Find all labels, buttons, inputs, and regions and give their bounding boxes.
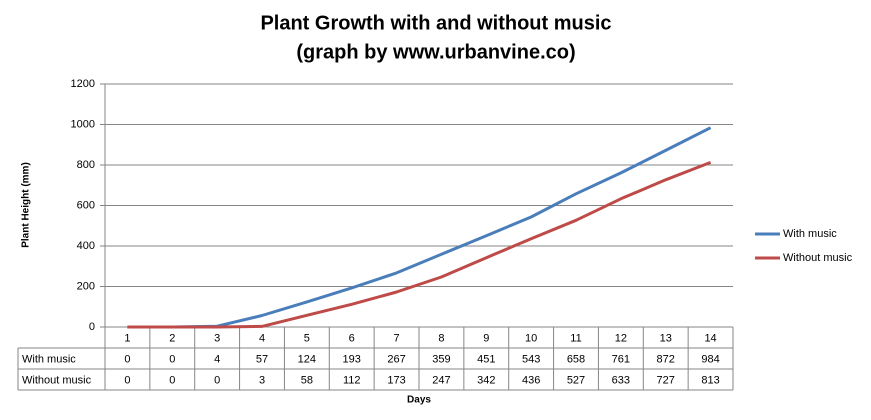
x-tick-label: 11 xyxy=(570,332,581,344)
table-cell: 0 xyxy=(124,353,130,365)
y-tick-label: 600 xyxy=(77,199,95,211)
y-tick-label: 0 xyxy=(89,321,95,333)
y-tick-label: 400 xyxy=(77,240,95,252)
x-tick-label: 7 xyxy=(394,332,400,344)
table-cell: 984 xyxy=(701,353,719,365)
table-cell: 0 xyxy=(124,374,130,386)
table-cell: 543 xyxy=(522,353,540,365)
series-line xyxy=(127,126,712,329)
y-tick-label: 200 xyxy=(77,280,95,292)
table-cell: 4 xyxy=(214,353,220,365)
table-cell: 0 xyxy=(214,374,220,386)
chart-title: Plant Growth with and without music xyxy=(260,12,611,34)
y-axis-title: Plant Height (mm) xyxy=(21,162,32,248)
table-row-label: Without music xyxy=(22,374,92,386)
table-cell: 112 xyxy=(343,374,361,386)
x-tick-label: 14 xyxy=(704,332,716,344)
table-cell: 527 xyxy=(567,374,585,386)
series-line xyxy=(127,161,712,329)
x-tick-label: 10 xyxy=(525,332,537,344)
table-cell: 359 xyxy=(432,353,450,365)
x-tick-label: 5 xyxy=(304,332,310,344)
table-cell: 193 xyxy=(343,353,361,365)
table-cell: 173 xyxy=(387,374,405,386)
x-tick-label: 3 xyxy=(214,332,220,344)
table-cell: 124 xyxy=(298,353,316,365)
legend-label: With music xyxy=(783,228,837,240)
chart-subtitle: (graph by www.urbanvine.co) xyxy=(296,41,575,63)
table-cell: 0 xyxy=(169,374,175,386)
x-tick-label: 12 xyxy=(615,332,627,344)
table-cell: 436 xyxy=(522,374,540,386)
table-cell: 727 xyxy=(657,374,675,386)
x-tick-label: 8 xyxy=(438,332,444,344)
y-tick-label: 1000 xyxy=(71,118,95,130)
table-cell: 267 xyxy=(387,353,405,365)
table-cell: 451 xyxy=(477,353,495,365)
table-cell: 813 xyxy=(701,374,719,386)
table-cell: 58 xyxy=(301,374,313,386)
y-tick-label: 800 xyxy=(77,159,95,171)
x-tick-label: 4 xyxy=(259,332,265,344)
x-axis-title: Days xyxy=(407,395,431,406)
x-tick-label: 2 xyxy=(169,332,175,344)
y-tick-label: 1200 xyxy=(71,78,95,90)
x-tick-label: 1 xyxy=(124,332,130,344)
table-cell: 761 xyxy=(612,353,630,365)
table-cell: 57 xyxy=(256,353,268,365)
x-tick-label: 9 xyxy=(483,332,489,344)
table-cell: 3 xyxy=(259,374,265,386)
table-cell: 872 xyxy=(657,353,675,365)
table-cell: 658 xyxy=(567,353,585,365)
x-tick-label: 13 xyxy=(660,332,672,344)
table-row-label: With music xyxy=(22,353,76,365)
legend-label: Without music xyxy=(783,252,853,264)
table-cell: 633 xyxy=(612,374,630,386)
table-cell: 342 xyxy=(477,374,495,386)
table-cell: 0 xyxy=(169,353,175,365)
x-tick-label: 6 xyxy=(349,332,355,344)
table-cell: 247 xyxy=(432,374,450,386)
